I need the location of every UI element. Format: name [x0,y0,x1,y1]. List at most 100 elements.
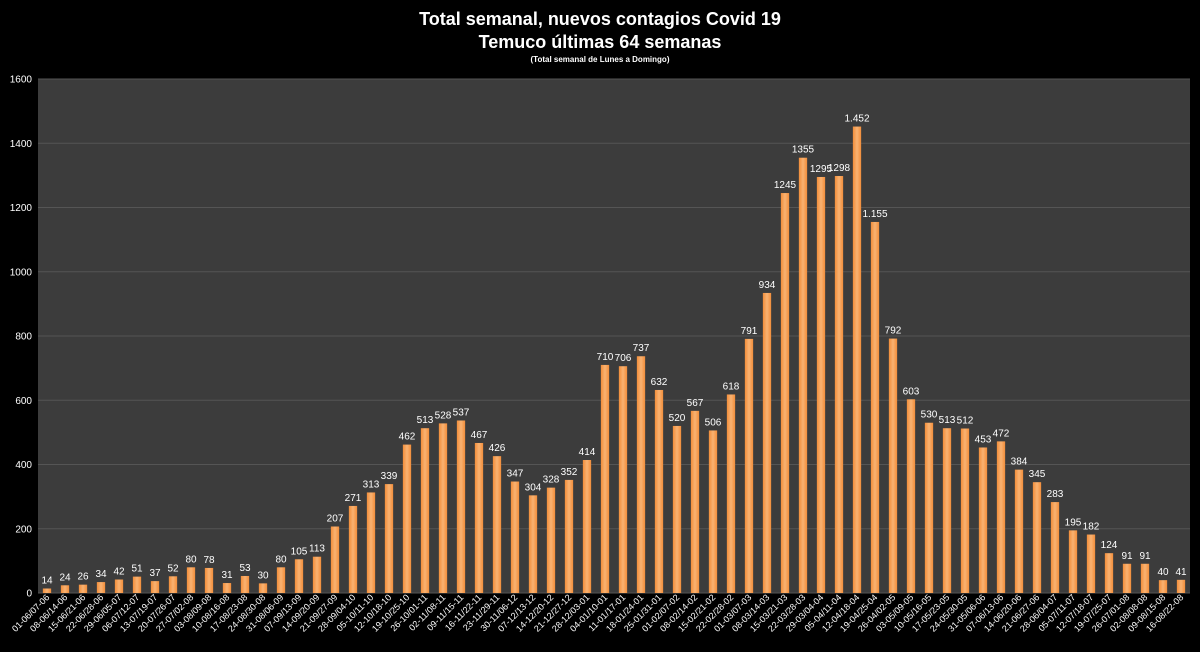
bar [834,176,844,593]
data-label: 34 [95,569,107,580]
bar [114,579,124,593]
bar [384,484,394,593]
bar [744,338,754,593]
bar [618,366,628,593]
bar [690,410,700,593]
bar [726,394,736,593]
data-label: 37 [149,568,161,579]
bar [960,428,970,593]
bar [1140,563,1150,593]
data-label: 42 [113,567,125,578]
bar [1176,579,1186,593]
chart-note: (Total semanal de Lunes a Domingo) [530,55,670,64]
bar [438,423,448,593]
data-label: 513 [417,415,434,426]
bar [204,567,214,593]
data-label: 384 [1011,457,1028,468]
bar [996,441,1006,593]
bar [780,193,790,593]
bar [708,430,718,593]
data-label: 91 [1139,551,1151,562]
y-tick-label: 800 [15,332,32,343]
bar [150,581,160,593]
data-labels: 14 24 26 34 42 51 37 52 80 78 31 53 30 80 105 113 207271… [41,114,1187,587]
y-tick-label: 0 [26,589,32,600]
bar [366,492,376,593]
bar [1086,534,1096,593]
data-label: 1295 [810,164,833,175]
data-label: 512 [957,416,974,427]
data-label: 328 [543,475,560,486]
data-label: 467 [471,430,488,441]
data-label: 792 [885,326,902,337]
bar [60,585,70,593]
bar [456,420,466,593]
data-label: 304 [525,482,542,493]
y-tick-label: 600 [15,396,32,407]
data-label: 453 [975,434,992,445]
bar [1104,553,1114,593]
bar [240,575,250,593]
bar [672,425,682,593]
y-tick-label: 1600 [10,75,33,86]
bar [1032,482,1042,593]
bar [492,456,502,593]
x-axis: 01-06/07-0608-06/14-0615-06/21-0622-06/2… [10,592,1185,633]
data-label: 105 [291,546,308,557]
data-label: 1.155 [862,209,887,220]
data-label: 632 [651,377,668,388]
data-label: 520 [669,413,686,424]
y-axis: 0 200 400 600 800 1000 1200 1400 1600 [10,75,33,600]
bar [186,567,196,593]
data-label: 14 [41,576,53,587]
bar [654,389,664,593]
bar [42,588,52,593]
data-label: 1355 [792,145,815,156]
bar [276,567,286,593]
data-label: 30 [257,570,269,581]
data-label: 737 [633,343,650,354]
data-label: 271 [345,493,362,504]
bar [906,399,916,593]
bar [1158,580,1168,593]
bar [474,442,484,593]
data-label: 182 [1083,522,1100,533]
data-label: 934 [759,280,776,291]
data-label: 462 [399,432,416,443]
data-label: 567 [687,398,704,409]
bar [582,460,592,593]
bar [528,495,538,593]
bar [564,479,574,593]
bar [942,428,952,593]
y-tick-label: 1200 [10,203,33,214]
bar [870,221,880,594]
chart-subtitle: Temuco últimas 64 semanas [478,32,722,52]
bar [168,576,178,593]
bar [294,559,304,593]
data-label: 528 [435,410,452,421]
bar [924,422,934,593]
data-label: 313 [363,479,380,490]
data-label: 40 [1157,567,1169,578]
data-label: 347 [507,469,524,480]
data-label: 618 [723,381,740,392]
data-label: 26 [77,572,89,583]
data-label: 506 [705,417,722,428]
bar [762,292,772,593]
data-label: 352 [561,467,578,478]
bar [222,583,232,593]
bar [636,356,646,593]
data-label: 283 [1047,489,1064,500]
bar [258,583,268,593]
bar [978,447,988,593]
data-label: 426 [489,443,506,454]
data-label: 24 [59,572,71,583]
data-label: 710 [597,352,614,363]
data-label: 41 [1175,567,1187,578]
bar [600,364,610,593]
y-tick-label: 1400 [10,139,33,150]
data-label: 80 [275,554,287,565]
bar [96,582,106,593]
data-label: 706 [615,353,632,364]
